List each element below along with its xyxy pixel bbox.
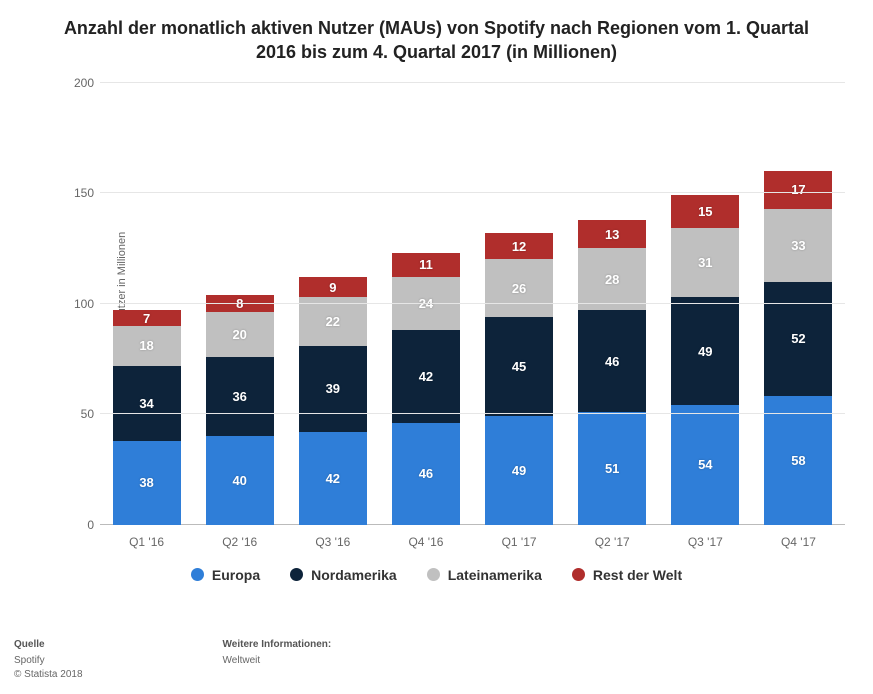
bar-segment: 39	[299, 346, 367, 432]
bar-segment: 22	[299, 297, 367, 346]
legend-swatch	[290, 568, 303, 581]
bar-segment: 24	[392, 277, 460, 330]
bar-segment: 49	[671, 297, 739, 405]
bar-segment: 8	[206, 295, 274, 313]
bar-group: 4036208	[193, 295, 286, 525]
bar-stack: 54493115	[671, 195, 739, 524]
bar-segment: 33	[764, 209, 832, 282]
bar-segment: 49	[485, 416, 553, 524]
bar-segment: 42	[299, 432, 367, 525]
footer-more: Weitere Informationen: Weltweit	[223, 638, 332, 682]
bar-group: 49452612	[473, 233, 566, 525]
legend-label: Rest der Welt	[593, 567, 682, 583]
legend-label: Nordamerika	[311, 567, 397, 583]
x-tick-label: Q2 '16	[193, 529, 286, 553]
bar-segment: 58	[764, 396, 832, 524]
bars-group: 3834187403620842392294642241149452612514…	[100, 83, 845, 525]
bar-group: 51462813	[566, 220, 659, 525]
footer-source-label: Quelle	[14, 638, 83, 652]
bar-group: 4239229	[286, 277, 379, 524]
y-tick-label: 100	[60, 297, 94, 311]
bar-segment: 11	[392, 253, 460, 277]
bar-stack: 3834187	[113, 310, 181, 524]
bar-segment: 36	[206, 357, 274, 437]
bar-segment: 28	[578, 248, 646, 310]
bar-group: 46422411	[379, 253, 472, 525]
grid-line	[100, 192, 845, 193]
y-tick-label: 150	[60, 186, 94, 200]
x-tick-label: Q2 '17	[566, 529, 659, 553]
footer: Quelle Spotify © Statista 2018 Weitere I…	[14, 638, 331, 682]
footer-more-value: Weltweit	[223, 655, 261, 666]
x-tick-label: Q3 '17	[659, 529, 752, 553]
bar-stack: 58523317	[764, 171, 832, 525]
bar-segment: 34	[113, 366, 181, 441]
bar-segment: 51	[578, 412, 646, 525]
bar-segment: 46	[392, 423, 460, 525]
bar-segment: 38	[113, 441, 181, 525]
bar-segment: 46	[578, 310, 646, 412]
plot-area: Monatlich akitve Nutzer in Millionen 383…	[58, 83, 845, 553]
x-tick-label: Q4 '16	[379, 529, 472, 553]
bar-group: 54493115	[659, 195, 752, 524]
legend-swatch	[191, 568, 204, 581]
chart-container: Anzahl der monatlich aktiven Nutzer (MAU…	[0, 0, 873, 694]
grid-line	[100, 303, 845, 304]
x-tick-label: Q1 '16	[100, 529, 193, 553]
y-tick-label: 50	[60, 407, 94, 421]
footer-copyright: © Statista 2018	[14, 669, 83, 680]
footer-source: Quelle Spotify © Statista 2018	[14, 638, 83, 682]
footer-more-label: Weitere Informationen:	[223, 638, 332, 652]
x-tick-label: Q3 '16	[286, 529, 379, 553]
legend-swatch	[572, 568, 585, 581]
bar-segment: 12	[485, 233, 553, 260]
bar-segment: 40	[206, 436, 274, 524]
y-tick-label: 200	[60, 76, 94, 90]
bar-stack: 4036208	[206, 295, 274, 525]
y-tick-label: 0	[60, 518, 94, 532]
bar-group: 58523317	[752, 171, 845, 525]
grid-line	[100, 413, 845, 414]
legend-swatch	[427, 568, 440, 581]
x-tick-label: Q1 '17	[473, 529, 566, 553]
bar-segment: 54	[671, 405, 739, 524]
legend-item: Rest der Welt	[572, 567, 682, 583]
bar-segment: 17	[764, 171, 832, 209]
bar-segment: 26	[485, 259, 553, 316]
bar-group: 3834187	[100, 310, 193, 524]
bar-stack: 51462813	[578, 220, 646, 525]
bar-stack: 46422411	[392, 253, 460, 525]
footer-source-value: Spotify	[14, 655, 45, 666]
bar-segment: 20	[206, 312, 274, 356]
x-tick-label: Q4 '17	[752, 529, 845, 553]
legend-item: Nordamerika	[290, 567, 397, 583]
x-tick-row: Q1 '16Q2 '16Q3 '16Q4 '16Q1 '17Q2 '17Q3 '…	[100, 529, 845, 553]
legend-item: Europa	[191, 567, 260, 583]
bar-stack: 4239229	[299, 277, 367, 524]
plot: 3834187403620842392294642241149452612514…	[100, 83, 845, 525]
bar-segment: 42	[392, 330, 460, 423]
bar-segment: 13	[578, 220, 646, 249]
grid-line	[100, 82, 845, 83]
bar-segment: 7	[113, 310, 181, 325]
bar-stack: 49452612	[485, 233, 553, 525]
bar-segment: 31	[671, 228, 739, 297]
legend-item: Lateinamerika	[427, 567, 542, 583]
bar-segment: 45	[485, 317, 553, 416]
legend-label: Europa	[212, 567, 260, 583]
bar-segment: 18	[113, 326, 181, 366]
legend-label: Lateinamerika	[448, 567, 542, 583]
chart-title: Anzahl der monatlich aktiven Nutzer (MAU…	[58, 16, 815, 65]
bar-segment: 15	[671, 195, 739, 228]
legend: Europa Nordamerika Lateinamerika Rest der W…	[28, 567, 845, 583]
bar-segment: 9	[299, 277, 367, 297]
bar-segment: 52	[764, 282, 832, 397]
